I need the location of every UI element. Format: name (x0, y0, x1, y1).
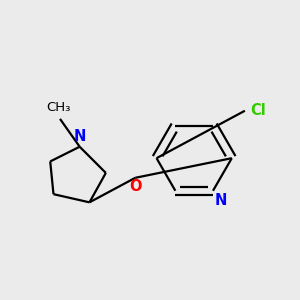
Text: Cl: Cl (250, 103, 266, 118)
Text: N: N (74, 129, 86, 144)
Text: N: N (214, 194, 227, 208)
Text: CH₃: CH₃ (46, 101, 70, 114)
Text: O: O (129, 179, 142, 194)
